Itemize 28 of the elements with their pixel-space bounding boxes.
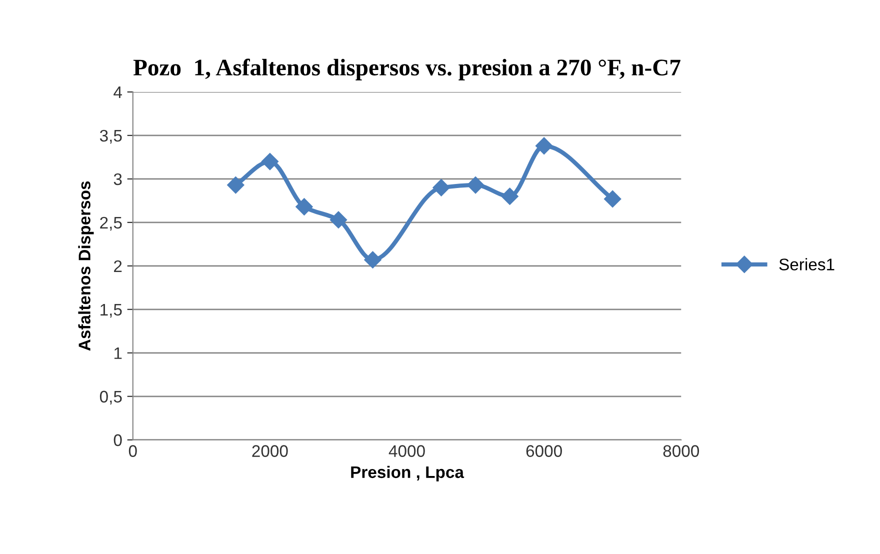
point [330, 211, 348, 228]
legend-label: Series1 [779, 258, 834, 270]
x-tick-label: 4000 [388, 445, 425, 457]
point [296, 198, 313, 216]
point [536, 137, 553, 154]
y-tick-label: 0 [114, 434, 122, 446]
y-tick-label: 1 [114, 347, 122, 359]
point [261, 152, 278, 170]
point [604, 190, 622, 208]
y-tick-label: 3,5 [100, 130, 122, 144]
chart-title: Pozo 1, Asfaltenos dispersos vs. presion a 270 °F, n-C7 [133, 58, 680, 80]
y-tick-label: 4 [114, 86, 122, 98]
y-tick-label: 2,5 [100, 216, 122, 231]
y-tick-label: 1,5 [100, 304, 122, 318]
y-tick-label: 2 [114, 260, 122, 272]
point [432, 179, 450, 196]
point [466, 176, 484, 194]
y-axis-title: Asfaltenos Dispersos [78, 181, 94, 351]
x-tick-label: 8000 [663, 445, 700, 457]
x-tick-label: 6000 [526, 445, 562, 457]
point [501, 188, 518, 205]
point [364, 251, 382, 268]
y-tick-label: 0,5 [100, 390, 122, 405]
y-tick-label: 3 [114, 173, 122, 186]
x-tick-label: 2000 [252, 445, 288, 457]
x-tick-label: 0 [128, 445, 137, 457]
x-axis-title: Presion , Lpca [351, 466, 464, 482]
point [227, 176, 244, 194]
